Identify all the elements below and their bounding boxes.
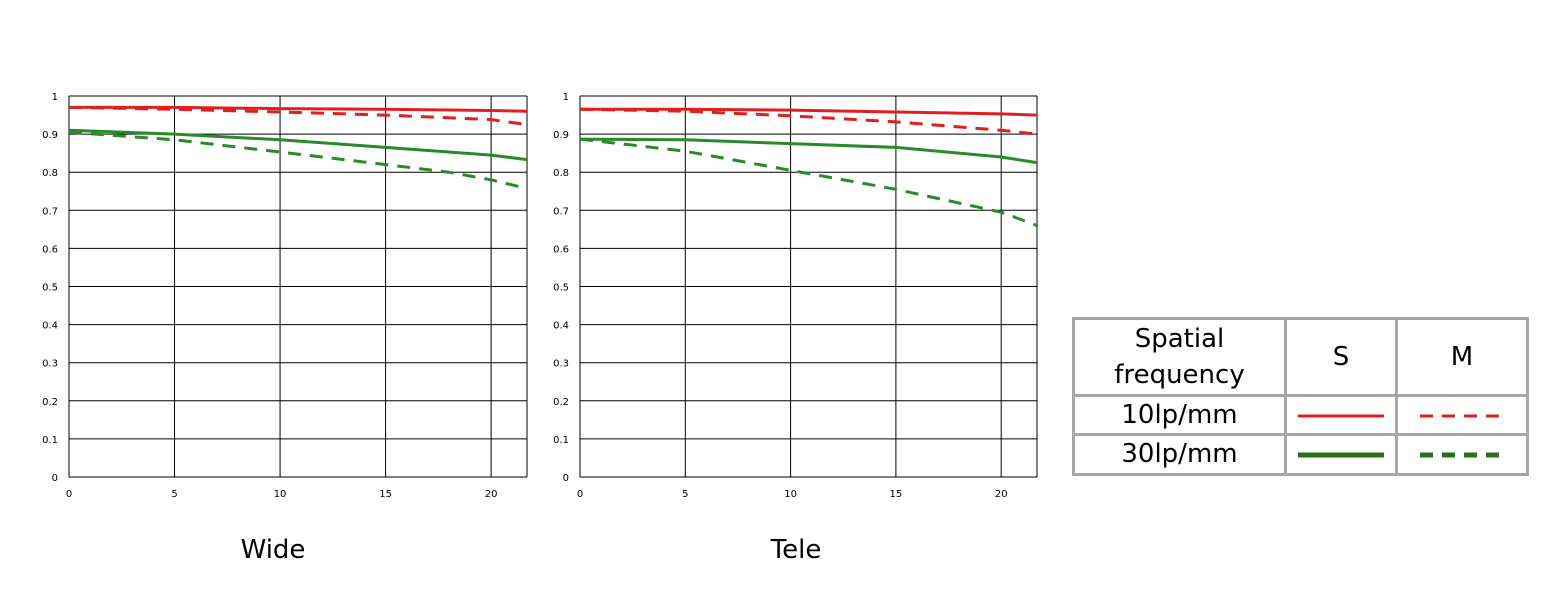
chart-title: Tele	[770, 535, 822, 565]
legend-swatch-10-s	[1284, 393, 1398, 437]
series-line-30S	[69, 128, 527, 162]
legend-swatch-30-m	[1395, 433, 1529, 476]
x-tick-label: 15	[379, 489, 392, 500]
x-tick-label: 20	[995, 489, 1008, 500]
y-tick-label: 0	[52, 473, 58, 484]
chart-title: Wide	[241, 535, 306, 565]
x-tick-label: 0	[66, 489, 72, 500]
legend-header-frequency: Spatial frequency	[1072, 317, 1287, 397]
series-line-30M	[69, 130, 527, 191]
legend-swatch-10-m	[1395, 393, 1529, 437]
series-line-30S	[580, 137, 1037, 165]
chart-0: 00.10.20.30.40.50.60.70.80.910 5 10 15 20Wid…	[42, 92, 528, 565]
y-tick-label: 0.2	[42, 397, 58, 408]
y-tick-label: 0.5	[553, 283, 569, 294]
y-tick-label: 0.5	[42, 283, 58, 294]
y-tick-label: 0.6	[42, 244, 58, 255]
y-tick-label: 0.4	[42, 321, 58, 332]
y-tick-label: 0.7	[42, 206, 58, 217]
x-tick-label: 10	[274, 489, 287, 500]
x-tick-label: 20	[485, 489, 498, 500]
series-line-10S	[580, 107, 1037, 117]
legend-header-m: M	[1395, 317, 1529, 397]
legend-table: Spatial frequency S M 10lp/mm 30lp/mm	[1072, 317, 1529, 476]
y-tick-label: 1	[52, 92, 58, 103]
swatch-line-10-solid	[1298, 414, 1384, 417]
y-tick-label: 0	[563, 473, 569, 484]
y-tick-label: 1	[563, 92, 569, 103]
legend-swatch-30-s	[1284, 433, 1398, 476]
swatch-line-30-dashed	[1420, 452, 1504, 458]
y-tick-label: 0.3	[553, 359, 569, 370]
chart-1: 00.10.20.30.40.50.60.70.80.910 5 10 15 20Tel…	[553, 92, 1038, 565]
legend-label-10lp: 10lp/mm	[1072, 393, 1287, 437]
y-tick-label: 0.9	[42, 130, 58, 141]
series-line-30M	[580, 137, 1037, 227]
x-tick-label: 5	[682, 489, 688, 500]
y-tick-label: 0.3	[42, 359, 58, 370]
legend-header-s: S	[1284, 317, 1398, 397]
y-tick-label: 0.8	[553, 168, 569, 179]
y-tick-label: 0.9	[553, 130, 569, 141]
swatch-line-30-solid	[1298, 452, 1384, 458]
y-tick-label: 0.1	[42, 435, 58, 446]
y-tick-label: 0.1	[553, 435, 569, 446]
series-line-10M	[69, 105, 527, 127]
x-tick-label: 5	[171, 489, 177, 500]
x-tick-label: 0	[577, 489, 583, 500]
y-tick-label: 0.2	[553, 397, 569, 408]
y-tick-label: 0.6	[553, 244, 569, 255]
legend-label-30lp: 30lp/mm	[1072, 433, 1287, 476]
swatch-line-10-dashed	[1420, 414, 1504, 417]
x-tick-label: 10	[784, 489, 797, 500]
x-tick-label: 15	[890, 489, 903, 500]
y-tick-label: 0.4	[553, 321, 569, 332]
series-line-10M	[580, 107, 1037, 136]
series-line-10S	[69, 105, 527, 113]
y-tick-label: 0.8	[42, 168, 58, 179]
y-tick-label: 0.7	[553, 206, 569, 217]
